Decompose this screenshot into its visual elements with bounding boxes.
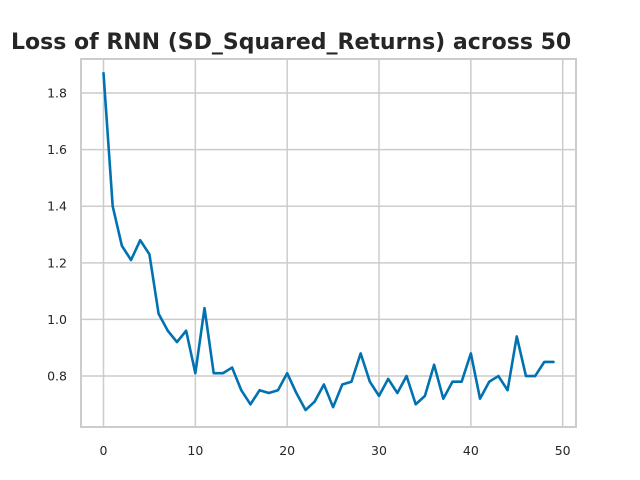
y-tick-label: 1.0 — [47, 312, 67, 327]
x-gridlines — [102, 59, 564, 427]
x-tick-label: 40 — [463, 443, 479, 458]
x-tick-label: 50 — [555, 443, 571, 458]
chart-title: Loss of RNN (SD_Squared_Returns) across … — [11, 30, 571, 55]
y-tick-label: 1.6 — [47, 142, 67, 157]
y-tick-labels: 0.8 1.0 1.2 1.4 1.6 1.8 — [47, 85, 67, 383]
y-tick-label: 1.8 — [47, 85, 67, 100]
x-tick-label: 30 — [371, 443, 387, 458]
x-tick-label: 10 — [187, 443, 203, 458]
x-tick-labels: 0 10 20 30 40 50 — [100, 443, 571, 458]
y-gridlines — [81, 92, 576, 377]
plot-frame — [80, 58, 577, 428]
y-tick-label: 1.2 — [47, 255, 67, 270]
y-tick-label: 1.4 — [47, 199, 67, 214]
x-tick-label: 20 — [279, 443, 295, 458]
x-tick-label: 0 — [100, 443, 108, 458]
loss-series-line — [102, 71, 555, 412]
y-tick-label: 0.8 — [47, 369, 67, 384]
